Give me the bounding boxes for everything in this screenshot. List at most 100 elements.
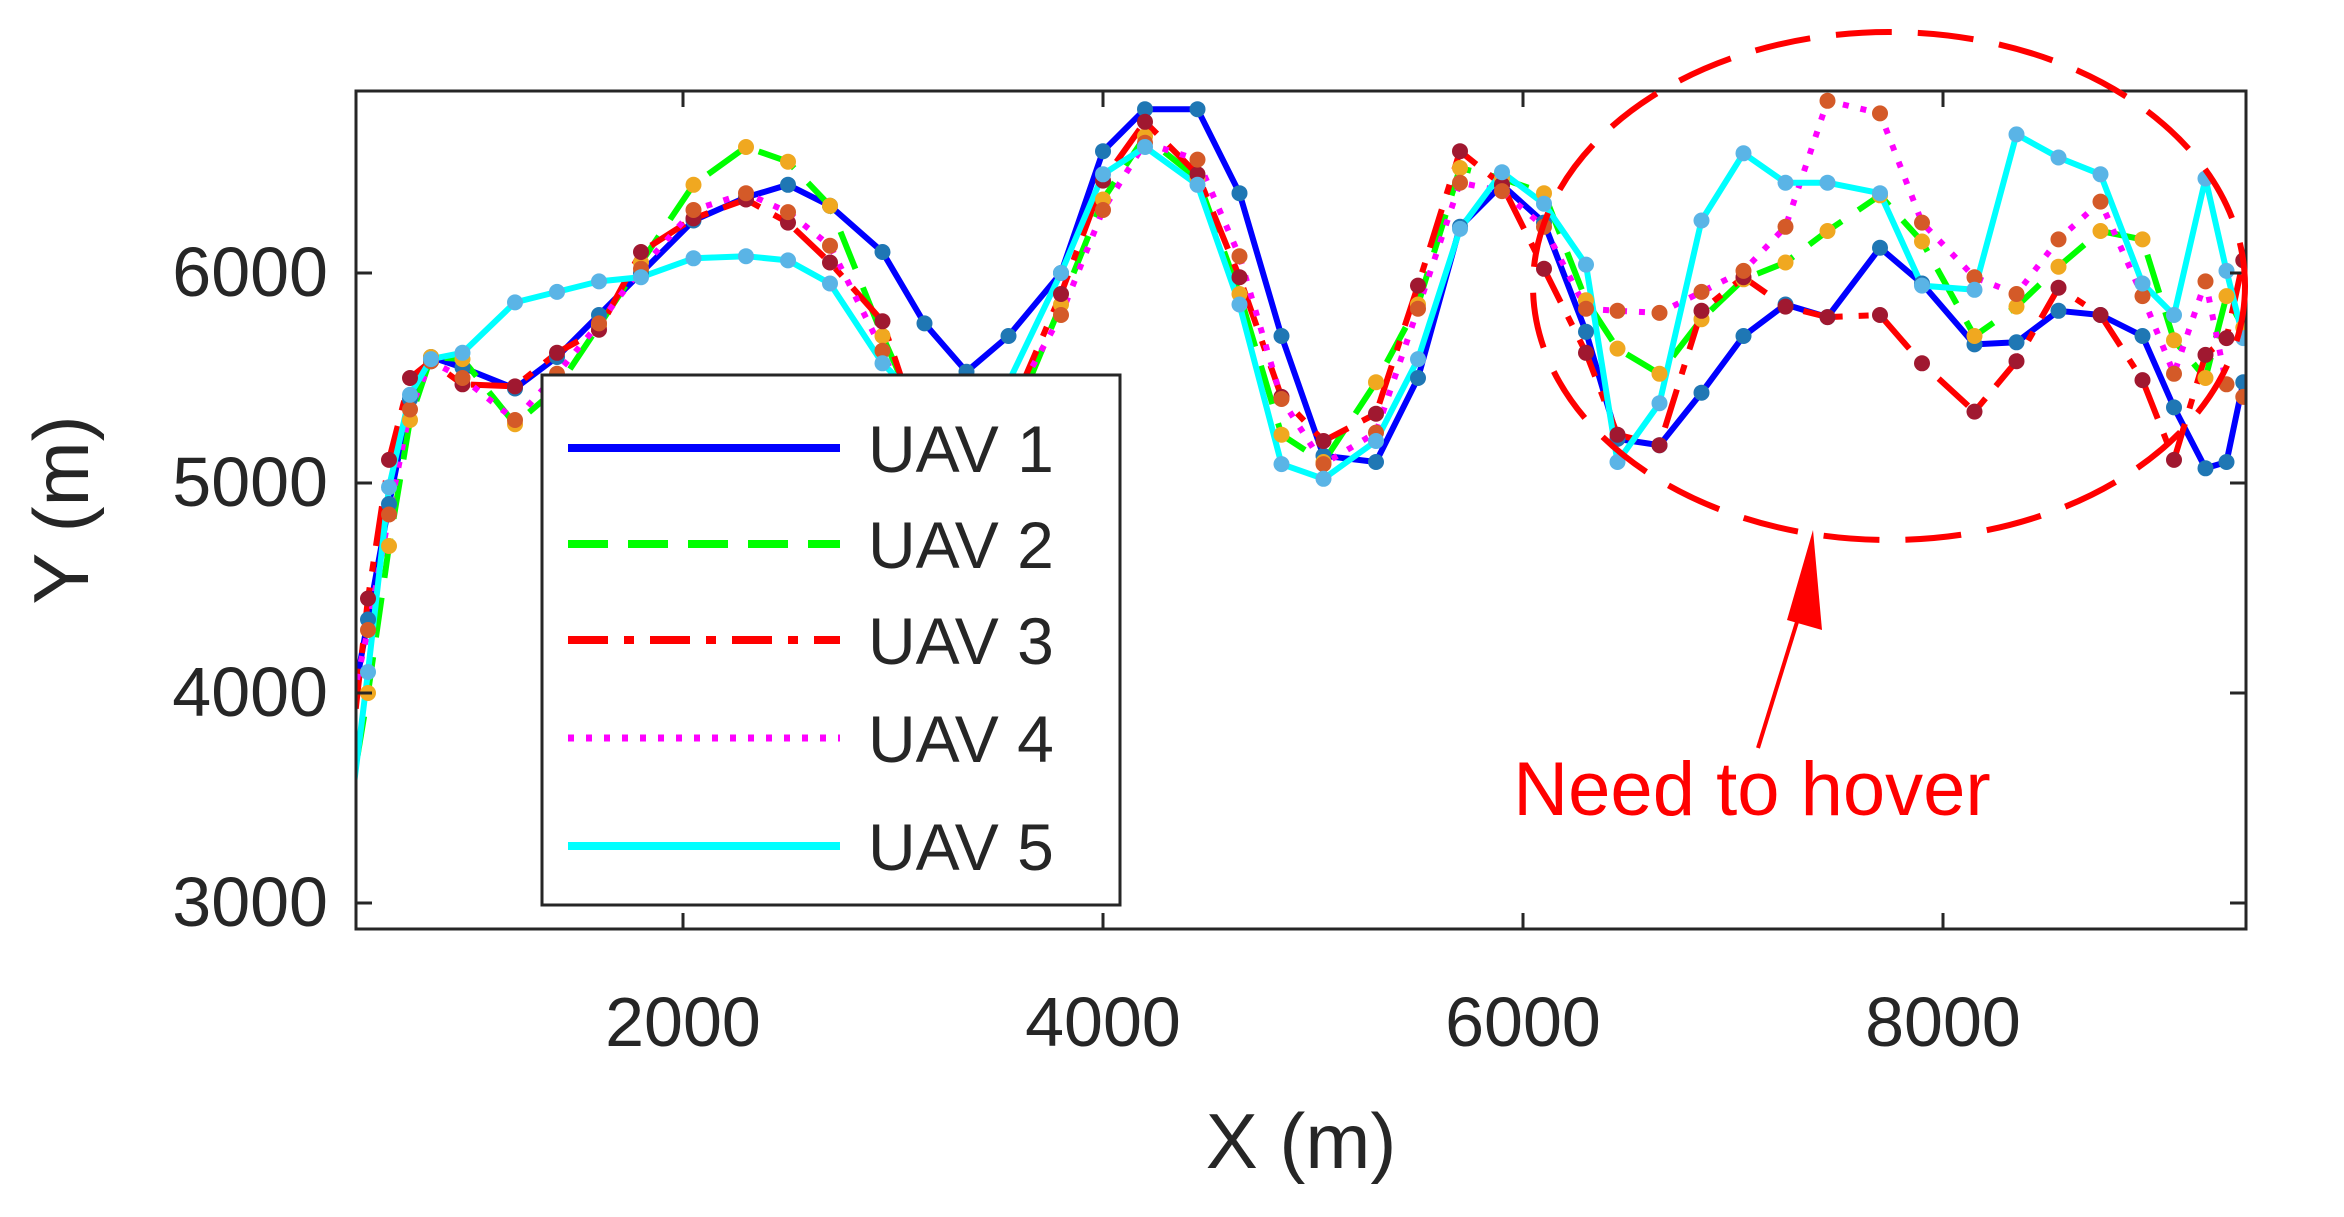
data-point-uav1 [2197, 460, 2214, 477]
data-point-uav5 [1872, 185, 1888, 202]
data-point-uav3 [1777, 298, 1794, 315]
data-point-uav3 [1137, 113, 1153, 130]
data-point-uav4 [1966, 269, 1983, 286]
annotation-arrow-head [1787, 530, 1822, 630]
data-point-uav3 [2134, 372, 2151, 389]
data-point-uav1 [1189, 101, 1206, 118]
data-point-uav1 [1273, 328, 1290, 344]
data-point-uav3 [1609, 426, 1626, 443]
data-point-uav3 [1053, 286, 1069, 302]
data-point-uav3 [1651, 437, 1668, 454]
data-point-uav2 [822, 197, 838, 214]
data-point-uav4 [1095, 202, 1111, 218]
data-point-uav4 [2166, 365, 2182, 382]
data-point-uav2 [381, 538, 397, 554]
data-point-uav1 [1872, 239, 1888, 256]
data-point-uav1 [2218, 454, 2235, 470]
data-point-uav2 [1777, 254, 1794, 271]
data-point-uav3 [1578, 344, 1594, 361]
data-point-uav4 [1315, 456, 1332, 473]
data-point-uav3 [874, 313, 891, 330]
data-point-uav2 [2218, 288, 2235, 305]
data-point-uav5 [1231, 296, 1248, 313]
data-point-uav3 [2166, 451, 2182, 468]
data-point-uav5 [1137, 139, 1153, 155]
data-point-uav5 [454, 344, 471, 361]
data-point-uav4 [874, 342, 891, 359]
data-point-uav4 [1053, 307, 1069, 323]
data-point-uav3 [2050, 279, 2067, 296]
y-tick-label: 3000 [172, 863, 328, 941]
y-tick-label: 6000 [172, 233, 328, 311]
data-point-uav5 [2166, 307, 2182, 323]
data-point-uav4 [454, 370, 471, 386]
data-point-uav5 [1273, 456, 1290, 473]
data-point-uav5 [402, 386, 418, 403]
data-point-uav2 [1819, 223, 1836, 239]
data-point-uav5 [822, 275, 838, 292]
data-point-uav2 [874, 328, 891, 344]
y-tick-label: 5000 [172, 443, 328, 521]
data-point-uav3 [381, 451, 397, 468]
data-point-uav5 [1494, 164, 1510, 181]
data-point-uav5 [1735, 145, 1752, 162]
data-point-uav4 [1410, 300, 1426, 317]
data-point-uav4 [1452, 174, 1468, 191]
data-point-uav4 [822, 237, 838, 254]
data-point-uav3 [1368, 405, 1384, 422]
data-point-uav5 [1053, 265, 1069, 281]
data-point-uav5 [2092, 166, 2109, 183]
data-point-uav2 [2166, 332, 2182, 349]
data-point-uav5 [1966, 281, 1983, 298]
data-point-uav1 [916, 315, 933, 332]
data-point-uav4 [1872, 105, 1888, 122]
data-point-uav5 [1578, 256, 1594, 273]
data-point-uav4 [591, 315, 607, 332]
data-point-uav4 [2235, 388, 2246, 405]
legend-label-uav4: UAV 4 [868, 702, 1054, 776]
data-point-uav3 [1872, 307, 1888, 323]
data-point-uav4 [1651, 304, 1668, 321]
data-point-uav5 [633, 269, 649, 286]
data-point-uav1 [780, 176, 796, 193]
data-point-uav2 [1273, 426, 1290, 443]
data-point-uav4 [738, 185, 754, 202]
data-point-uav1 [2050, 302, 2067, 319]
data-point-uav2 [2050, 258, 2067, 275]
data-point-uav4 [2197, 273, 2214, 290]
data-point-uav5 [1651, 395, 1668, 412]
data-point-uav2 [685, 176, 702, 193]
data-point-uav2 [2008, 298, 2025, 315]
data-point-uav1 [2235, 374, 2246, 391]
axis-ticks [356, 91, 2246, 929]
data-point-uav3 [2218, 330, 2235, 347]
data-point-uav3 [1231, 269, 1248, 286]
legend-label-uav2: UAV 2 [868, 508, 1054, 582]
data-point-uav5 [2134, 275, 2151, 292]
data-point-uav4 [1578, 300, 1594, 317]
data-point-uav3 [507, 378, 523, 395]
data-point-uav3 [2008, 353, 2025, 370]
data-point-uav4 [780, 204, 796, 221]
data-point-uav4 [1735, 262, 1752, 279]
data-point-uav1 [1410, 370, 1426, 386]
data-point-uav5 [2218, 262, 2235, 279]
data-point-uav2 [1651, 365, 1668, 382]
data-point-uav1 [1735, 328, 1752, 344]
annotation-text: Need to hover [1513, 747, 1990, 832]
data-point-uav3 [1819, 309, 1836, 326]
data-point-uav1 [1137, 101, 1153, 118]
x-tick-label: 4000 [1025, 983, 1181, 1061]
data-point-uav4 [360, 622, 376, 638]
data-point-uav4 [685, 202, 702, 218]
data-point-uav4 [1494, 183, 1510, 200]
data-point-uav4 [2008, 286, 2025, 302]
data-point-uav1 [1693, 384, 1710, 401]
data-point-uav3 [2197, 346, 2214, 363]
y-axis-label: Y (m) [17, 415, 105, 604]
plot-area-frame [354, 89, 2248, 931]
data-point-uav5 [1609, 454, 1626, 470]
data-point-uav1 [1095, 143, 1111, 160]
data-point-uav5 [685, 250, 702, 267]
